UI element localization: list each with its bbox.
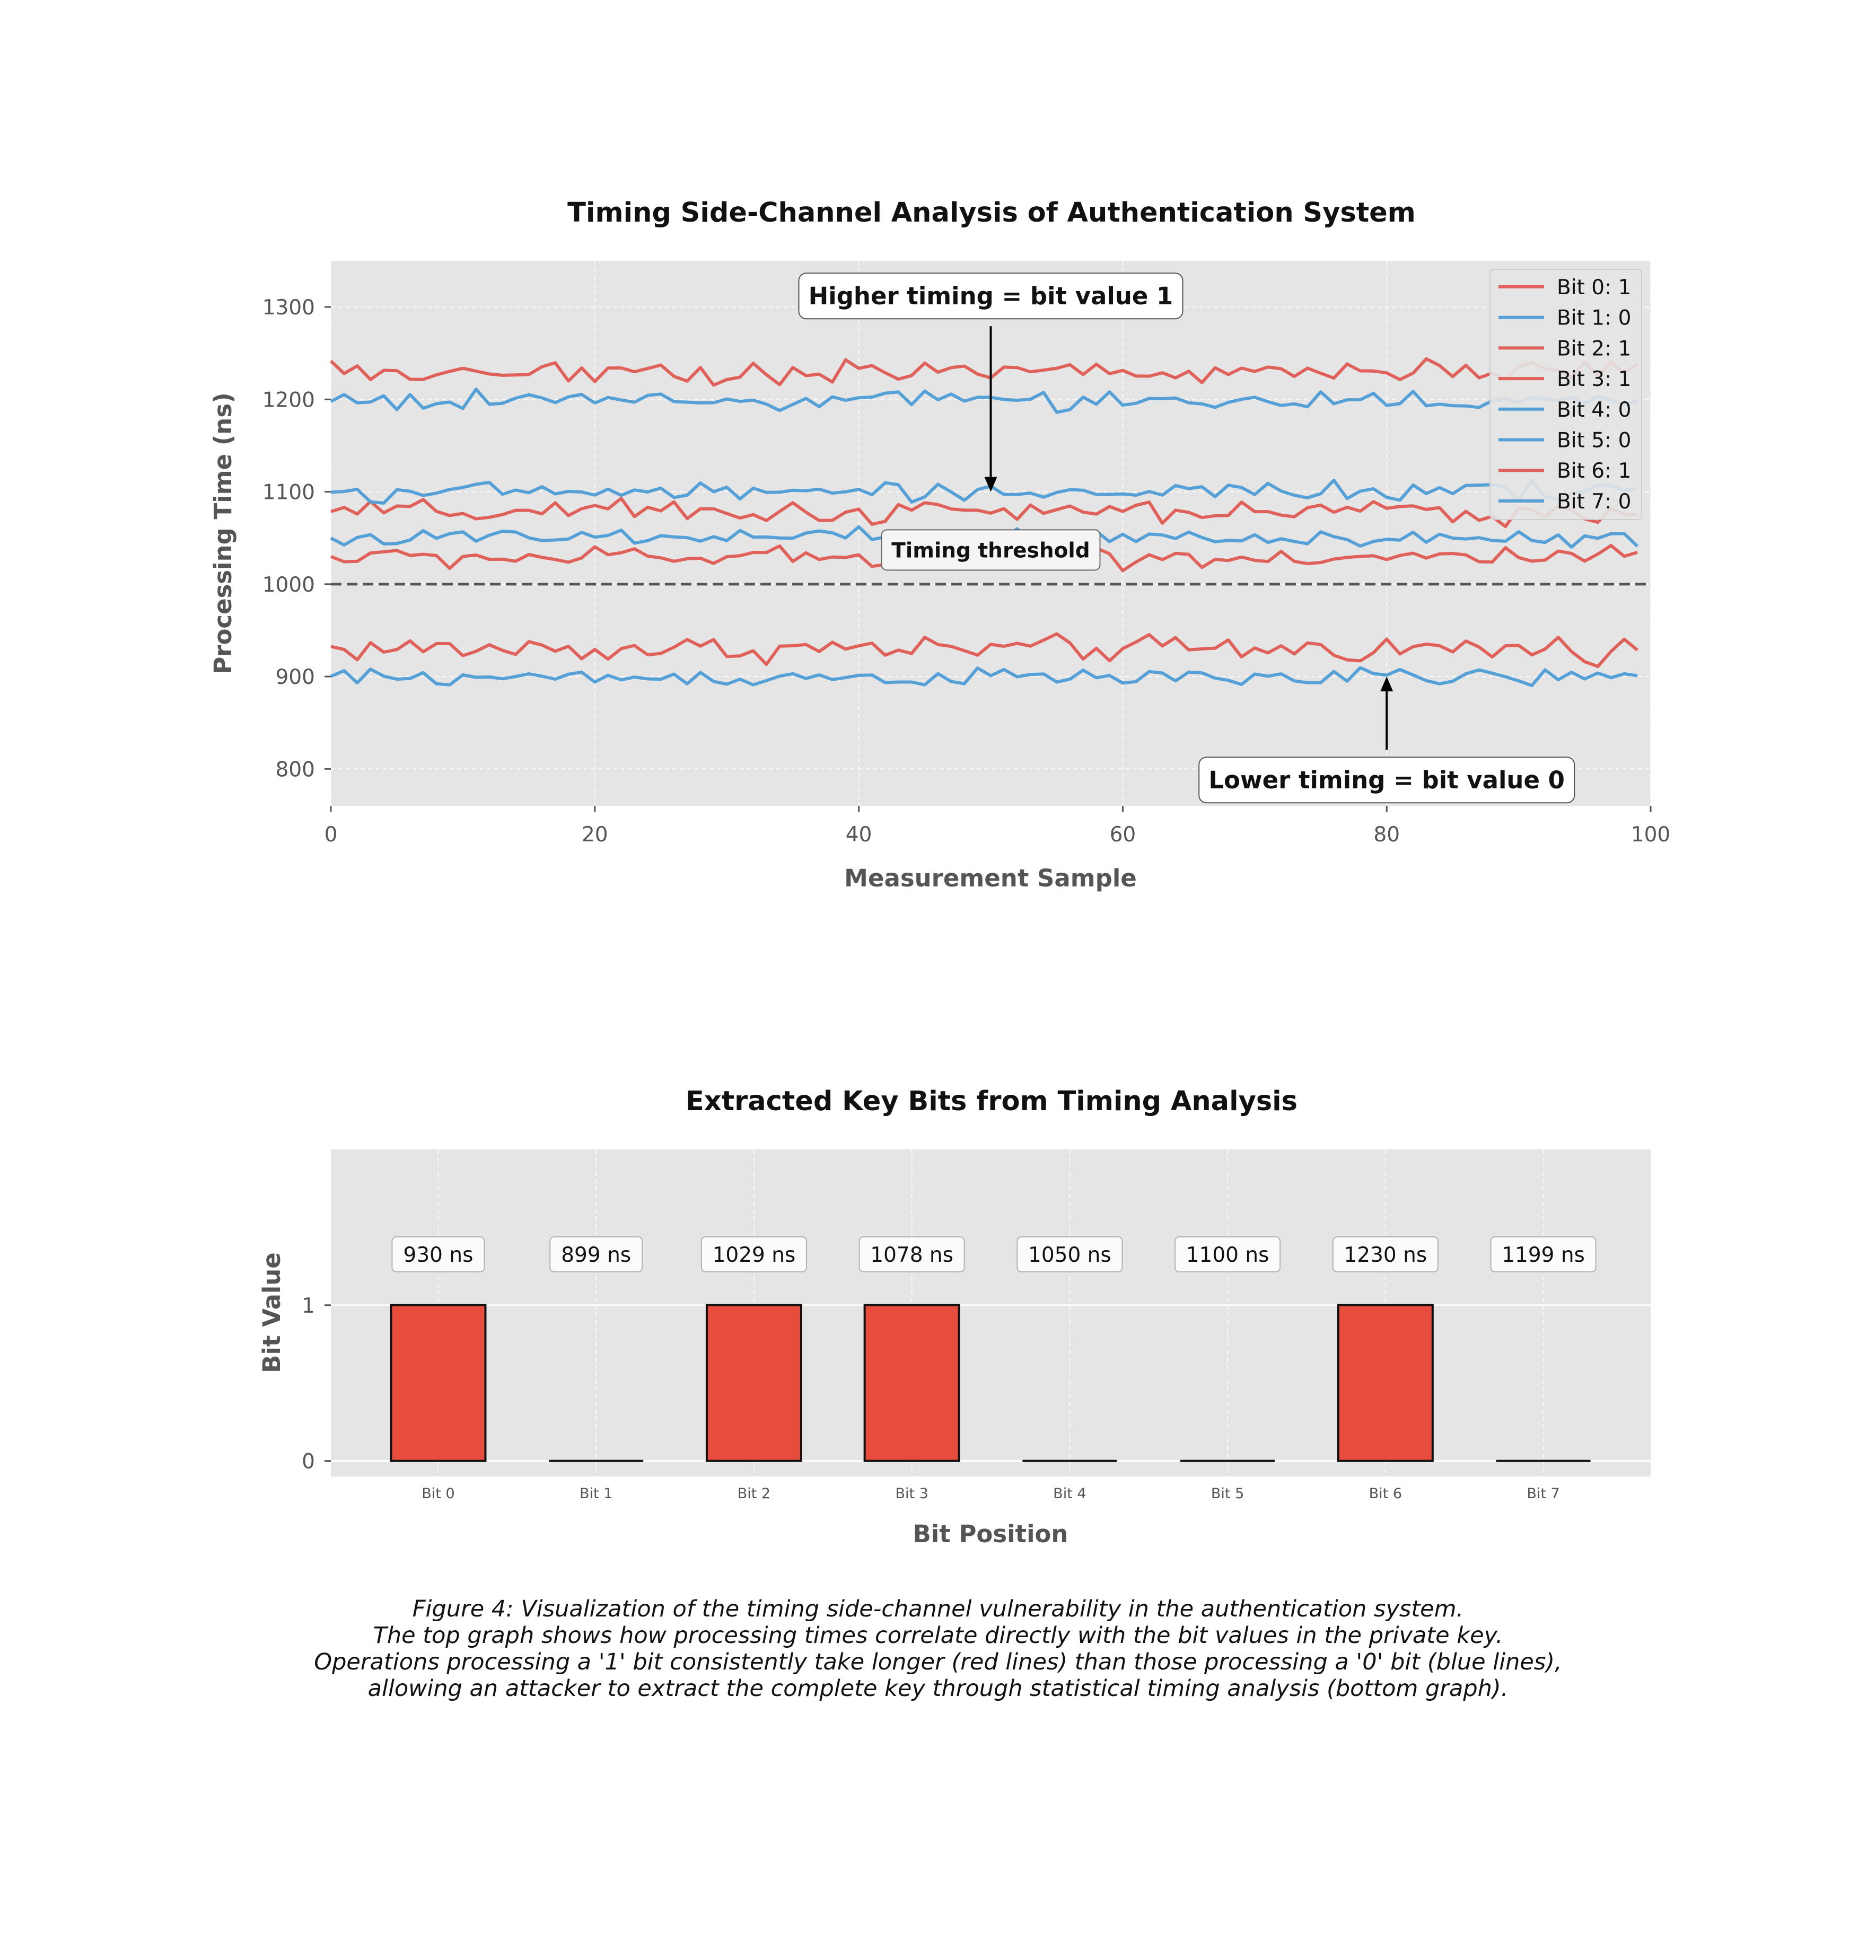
- timing-series: [329, 357, 1639, 688]
- threshold-label: Timing threshold: [881, 529, 1101, 571]
- bits-chart: Extracted Key Bits from Timing Analysis …: [258, 1086, 1651, 1548]
- series-line-bit-5: [330, 478, 1638, 505]
- bit-timing-label-box: [700, 1236, 807, 1272]
- bits-chart-title: Extracted Key Bits from Timing Analysis: [686, 1086, 1298, 1117]
- timing-legend: Bit 0: 1 Bit 1: 0 Bit 2: 1 Bit 3: 1 Bit 4: 0…: [1489, 269, 1642, 520]
- bit-category-label: Bit 7: [1527, 1486, 1559, 1502]
- threshold-label-box: [881, 529, 1101, 571]
- y-tick-label: 1000: [262, 573, 315, 597]
- y-tick-label: 900: [276, 665, 315, 689]
- x-tick-label: 20: [582, 823, 608, 847]
- bit-bar: [705, 1304, 802, 1462]
- bits-bars: 930 ns Bit 0 899 ns Bit 1 1029 ns Bit 2 1078 n…: [390, 1236, 1597, 1502]
- bit-bar: [863, 1304, 960, 1462]
- figure-caption: Figure 4: Visualization of the timing si…: [196, 1596, 1680, 1702]
- annotation-high-box: [798, 273, 1184, 320]
- timing-chart-title: Timing Side-Channel Analysis of Authenti…: [567, 197, 1416, 228]
- x-tick-label: 0: [325, 823, 338, 847]
- annotation-low-text: Lower timing = bit value 0: [1208, 766, 1565, 794]
- bit-category-label: Bit 5: [1211, 1486, 1244, 1502]
- annotation-high-arrowhead: [984, 477, 997, 492]
- series-line-bit-0: [330, 632, 1639, 669]
- timing-y-ticks: 800 900 1000 1100 1200 1300: [262, 296, 331, 781]
- bit-timing-label: 1029 ns: [713, 1243, 796, 1267]
- bit-category-label: Bit 0: [422, 1486, 454, 1502]
- bit-timing-label: 1050 ns: [1028, 1243, 1111, 1267]
- bits-y-label: Bit Value: [258, 1252, 286, 1373]
- bit-bar: [1337, 1304, 1434, 1462]
- bit-category-label: Bit 2: [738, 1486, 770, 1502]
- y-tick-label: 1: [302, 1294, 315, 1318]
- bit-category-label: Bit 6: [1369, 1486, 1402, 1502]
- timing-x-label: Measurement Sample: [844, 864, 1137, 892]
- bit-timing-label: 899 ns: [561, 1243, 631, 1267]
- bit-timing-label-box: [1174, 1236, 1281, 1272]
- y-tick-label: 1300: [262, 296, 315, 320]
- bit-timing-label: 1199 ns: [1502, 1243, 1585, 1267]
- y-tick-label: 1200: [262, 388, 315, 412]
- legend-box: [1489, 269, 1642, 520]
- series-line-bit-6: [329, 357, 1638, 387]
- y-tick-label: 0: [302, 1450, 315, 1474]
- timing-x-ticks: 0 20 40 60 80 100: [325, 806, 1670, 847]
- timing-chart: Timing Side-Channel Analysis of Authenti…: [209, 197, 1670, 892]
- legend-entry: Bit 6: 1: [1557, 459, 1631, 483]
- bit-timing-label-box: [1490, 1236, 1597, 1272]
- series-line-bit-3: [330, 497, 1638, 529]
- bit-timing-label: 1100 ns: [1186, 1243, 1269, 1267]
- bits-y-ticks: 01: [302, 1294, 331, 1474]
- threshold-label-text: Timing threshold: [891, 539, 1090, 562]
- caption-line: Figure 4: Visualization of the timing si…: [412, 1596, 1464, 1622]
- bits-plot-area: [331, 1149, 1651, 1476]
- legend-entry: Bit 5: 0: [1557, 429, 1631, 453]
- bit-timing-label-box: [1332, 1236, 1439, 1272]
- annotation-low-box: [1198, 757, 1575, 804]
- bit-timing-label: 930 ns: [404, 1243, 474, 1267]
- bit-bar: [390, 1304, 487, 1462]
- caption-line: The top graph shows how processing times…: [373, 1622, 1503, 1649]
- annotation-high-text: Higher timing = bit value 1: [809, 282, 1173, 310]
- y-tick-label: 1100: [262, 481, 315, 505]
- series-line-bit-1: [330, 666, 1638, 688]
- bit-timing-label-box: [1016, 1236, 1123, 1272]
- x-tick-label: 100: [1631, 823, 1670, 847]
- legend-entry: Bit 0: 1: [1557, 276, 1631, 300]
- legend-entry: Bit 3: 1: [1557, 367, 1631, 391]
- bit-category-label: Bit 4: [1053, 1486, 1086, 1502]
- annotation-low-arrowhead: [1380, 676, 1393, 692]
- x-tick-label: 80: [1373, 823, 1400, 847]
- bit-timing-label-box: [391, 1236, 485, 1272]
- caption-line: Operations processing a '1' bit consiste…: [314, 1649, 1562, 1675]
- bit-timing-label: 1230 ns: [1344, 1243, 1427, 1267]
- bit-category-label: Bit 1: [580, 1486, 612, 1502]
- series-line-bit-7: [330, 388, 1638, 414]
- x-tick-label: 40: [846, 823, 872, 847]
- y-tick-label: 800: [276, 758, 315, 781]
- bit-timing-label: 1078 ns: [870, 1243, 953, 1267]
- legend-entry: Bit 2: 1: [1557, 337, 1631, 361]
- x-tick-label: 60: [1110, 823, 1136, 847]
- timing-y-label: Processing Time (ns): [209, 392, 237, 674]
- bit-timing-label-box: [549, 1236, 643, 1272]
- annotation-low: Lower timing = bit value 0: [1198, 676, 1575, 804]
- bits-x-label: Bit Position: [913, 1520, 1068, 1548]
- legend-entry: Bit 1: 0: [1557, 306, 1631, 330]
- caption-line: allowing an attacker to extract the comp…: [367, 1675, 1509, 1702]
- bit-category-label: Bit 3: [895, 1486, 928, 1502]
- legend-entry: Bit 7: 0: [1557, 490, 1631, 514]
- bit-timing-label-box: [858, 1236, 965, 1272]
- legend-entry: Bit 4: 0: [1557, 398, 1631, 422]
- annotation-high: Higher timing = bit value 1: [798, 273, 1184, 492]
